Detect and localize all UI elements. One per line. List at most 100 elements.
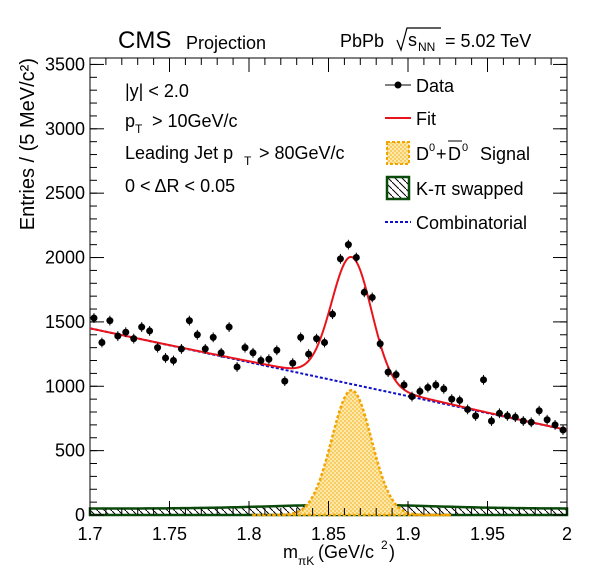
legend-data: Data: [385, 76, 455, 96]
data-point: [305, 349, 313, 359]
data-point-marker: [416, 387, 424, 395]
legend-signal-plus: +: [436, 144, 447, 164]
data-point-marker: [495, 409, 503, 417]
data-point-marker: [456, 396, 464, 404]
data-point: [368, 292, 376, 303]
legend-signal-sup1: 0: [429, 142, 435, 154]
data-point-marker: [146, 327, 154, 335]
data-point: [169, 355, 177, 366]
cut-pt-sub: T: [135, 122, 143, 136]
data-point-marker: [289, 359, 297, 367]
data-point: [193, 329, 201, 340]
data-point: [209, 332, 217, 343]
data-point-marker: [217, 349, 225, 357]
data-point-marker: [424, 384, 432, 392]
experiment-sublabel: Projection: [186, 33, 266, 53]
data-point: [511, 412, 519, 423]
x-tick-label: 1.8: [236, 524, 261, 544]
data-point: [495, 408, 503, 419]
data-point-marker: [352, 254, 360, 262]
data-point-marker: [209, 333, 217, 341]
fit-layer: [89, 255, 568, 431]
data-point: [98, 337, 106, 348]
data-point: [503, 410, 511, 421]
data-point-marker: [297, 333, 305, 341]
cut-jet: Leading Jet p T > 80GeV/c: [125, 143, 345, 168]
cut-pt-tail: > 10GeV/c: [152, 111, 238, 131]
data-point: [480, 374, 488, 385]
data-point: [130, 333, 138, 344]
data-point: [360, 287, 368, 298]
data-point: [551, 419, 559, 430]
data-point: [225, 322, 233, 332]
data-point: [273, 345, 281, 356]
energy-subscript: NN: [418, 40, 435, 54]
data-point: [527, 417, 535, 428]
data-point-marker: [177, 345, 185, 353]
y-tick-label: 3500: [45, 54, 85, 74]
legend-signal-dbar: D: [448, 144, 461, 164]
data-point: [114, 331, 122, 341]
data-point-marker: [225, 323, 233, 331]
data-point: [384, 367, 392, 377]
data-point-marker: [106, 317, 114, 325]
x-tick-label: 2: [562, 524, 572, 544]
data-point-marker: [376, 340, 384, 348]
data-point: [424, 382, 432, 393]
x-axis-title: m πK (GeV/c 2 ): [283, 538, 395, 568]
data-point: [416, 386, 424, 397]
data-point: [297, 332, 305, 343]
data-point-marker: [543, 416, 551, 424]
y-tick-label: 0: [75, 505, 85, 525]
data-point-marker: [344, 241, 352, 249]
data-point: [432, 380, 440, 390]
data-point: [392, 369, 400, 380]
data-point-marker: [257, 357, 265, 365]
cut-deltar: 0 < ΔR < 0.05: [125, 176, 235, 196]
data-point: [487, 416, 495, 426]
y-axis-title: Entries / (5 MeV/c²): [17, 58, 39, 230]
data-point-marker: [233, 363, 241, 371]
data-point: [456, 395, 464, 406]
legend-swapped-box: [385, 175, 411, 201]
data-point: [154, 342, 162, 353]
data-point-marker: [193, 331, 201, 339]
legend-signal-sup2: 0: [462, 142, 468, 154]
legend-signal: D 0 + D 0 Signal: [386, 140, 530, 165]
x-axis-title-tail: (GeV/c: [318, 542, 374, 562]
system-label: PbPb: [340, 31, 384, 51]
data-point-marker: [432, 381, 440, 389]
data-point: [249, 347, 257, 358]
energy-label: PbPb s NN = 5.02 TeV: [340, 27, 531, 54]
data-point-marker: [313, 335, 321, 343]
x-tick-label: 1.9: [395, 524, 420, 544]
y-tick-label: 500: [55, 441, 85, 461]
data-point-marker: [472, 412, 480, 420]
data-point: [400, 380, 408, 390]
data-point-marker: [559, 426, 567, 434]
data-point-marker: [321, 338, 329, 346]
data-point-marker: [305, 350, 313, 358]
data-point: [472, 410, 480, 421]
data-point: [241, 342, 249, 353]
data-point: [328, 309, 336, 320]
experiment-label: CMS: [118, 27, 171, 54]
legend: Data Fit D 0 + D 0 Signal K-π swapped Co…: [385, 76, 530, 233]
cuts-annotation: |y| < 2.0 p T > 10GeV/c Leading Jet p T …: [125, 81, 345, 196]
data-point: [344, 239, 352, 250]
data-point-marker: [90, 314, 98, 322]
x-axis-title-close: ): [389, 542, 395, 562]
y-tick-label: 3000: [45, 119, 85, 139]
data-point-marker: [384, 368, 392, 376]
data-point: [265, 354, 273, 365]
data-point-marker: [480, 376, 488, 384]
data-point-marker: [328, 310, 336, 318]
data-point-marker: [249, 349, 257, 357]
data-point-marker: [448, 395, 456, 403]
data-point-marker: [241, 344, 249, 352]
data-point: [376, 338, 384, 349]
cut-jet-sub: T: [244, 154, 252, 168]
data-point: [408, 391, 416, 402]
data-layer: [90, 239, 567, 435]
energy-value: = 5.02 TeV: [445, 31, 531, 51]
